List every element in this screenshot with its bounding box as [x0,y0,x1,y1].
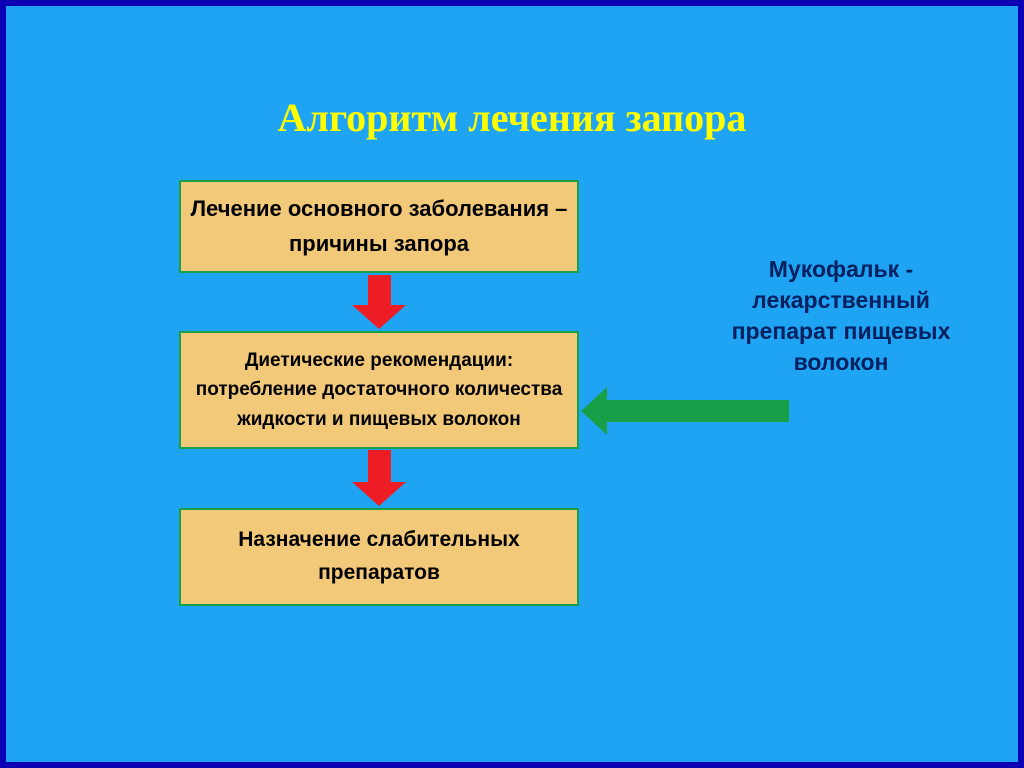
side-note: Мукофальк - лекарственный препарат пищев… [726,254,956,378]
flow-box-3-line1: Назначение слабительных [238,524,519,557]
side-note-line4: волокон [726,347,956,378]
slide-title: Алгоритм лечения запора [6,94,1018,141]
arrow-stem [368,450,391,482]
arrow-stem [368,275,391,305]
flow-box-1-line1: Лечение основного заболевания – [191,192,568,226]
arrow-head-icon [352,305,406,329]
slide-canvas: Алгоритм лечения запора Лечение основног… [6,6,1018,762]
arrow-left-1 [581,387,789,435]
side-note-line1: Мукофальк - [726,254,956,285]
flow-box-1: Лечение основного заболевания – причины … [179,180,579,273]
flow-box-3-line2: препаратов [318,557,440,590]
side-note-line3: препарат пищевых [726,316,956,347]
flow-box-2-line1: Диетические рекомендации: [245,346,513,375]
side-note-line2: лекарственный [726,285,956,316]
flow-box-2-line2: потребление достаточного количества [196,375,563,404]
arrow-down-2 [352,450,406,506]
arrow-down-1 [352,275,406,329]
flow-box-2-line3: жидкости и пищевых волокон [237,405,520,434]
arrow-head-icon [352,482,406,506]
flow-box-2: Диетические рекомендации: потребление до… [179,331,579,449]
flow-box-1-line2: причины запора [289,227,469,261]
flow-box-3: Назначение слабительных препаратов [179,508,579,606]
outer-frame: Алгоритм лечения запора Лечение основног… [0,0,1024,768]
arrow-head-icon [581,387,607,435]
arrow-stem [607,400,789,422]
